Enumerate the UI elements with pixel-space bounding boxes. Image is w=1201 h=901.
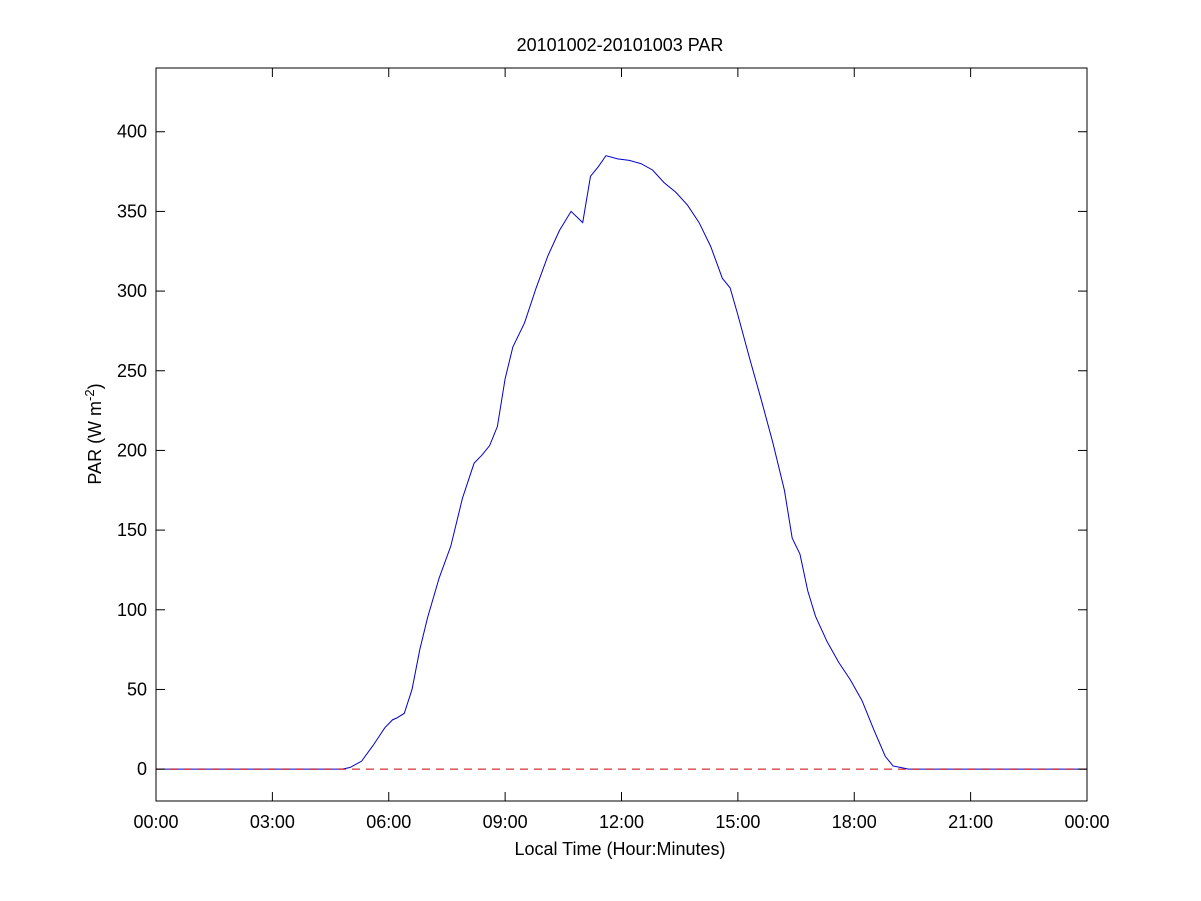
y-tick-label: 350 bbox=[117, 201, 147, 221]
x-axis-title: Local Time (Hour:Minutes) bbox=[514, 839, 725, 859]
y-axis-title-superscript: -2 bbox=[82, 389, 97, 401]
y-tick-label: 50 bbox=[127, 679, 147, 699]
series-line-0 bbox=[156, 155, 1087, 770]
x-tick-label: 21:00 bbox=[948, 812, 993, 832]
x-tick-label: 06:00 bbox=[366, 812, 411, 832]
y-tick-label: 200 bbox=[117, 440, 147, 460]
y-tick-label: 300 bbox=[117, 281, 147, 301]
y-axis-title-suffix: ) bbox=[85, 383, 105, 389]
y-tick-label: 150 bbox=[117, 520, 147, 540]
y-axis-title: PAR (W m-2) bbox=[82, 383, 105, 484]
x-tick-label: 03:00 bbox=[250, 812, 295, 832]
x-tick-label: 00:00 bbox=[133, 812, 178, 832]
axes-box bbox=[155, 67, 1088, 802]
x-tick-label: 18:00 bbox=[832, 812, 877, 832]
chart-title: 20101002-20101003 PAR bbox=[517, 35, 724, 55]
y-tick-label: 100 bbox=[117, 600, 147, 620]
y-tick-label: 250 bbox=[117, 361, 147, 381]
x-tick-label: 00:00 bbox=[1064, 812, 1109, 832]
y-tick-label: 400 bbox=[117, 122, 147, 142]
y-tick-label: 0 bbox=[137, 759, 147, 779]
y-axis-title-main: PAR (W m bbox=[85, 401, 105, 485]
data-layer bbox=[156, 155, 1087, 770]
x-tick-label: 15:00 bbox=[715, 812, 760, 832]
x-tick-label: 12:00 bbox=[599, 812, 644, 832]
ticks-layer: 00:00 03:00 06:00 09:00 12:00 15:00 18:00 21:00… bbox=[117, 68, 1110, 832]
x-tick-label: 09:00 bbox=[483, 812, 528, 832]
